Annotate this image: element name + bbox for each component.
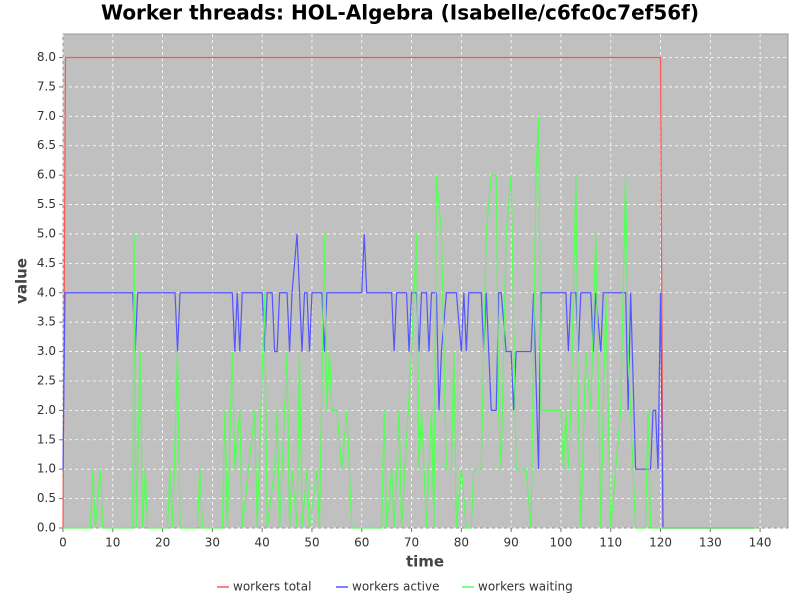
- series-line: [62, 233, 756, 529]
- y-tick-label: 4.0: [37, 285, 56, 299]
- series-line: [63, 116, 756, 529]
- plot-area: [62, 33, 789, 529]
- y-tick-label: 5.5: [37, 197, 56, 211]
- y-tick-label: 6.0: [37, 168, 56, 182]
- y-tick-label: 2.5: [37, 373, 56, 387]
- x-tick-label: 120: [649, 536, 672, 550]
- y-tick-label: 6.5: [37, 138, 56, 152]
- legend-label: workers active: [352, 580, 439, 594]
- x-tick-label: 0: [59, 536, 67, 550]
- x-tick-label: 100: [549, 536, 572, 550]
- y-tick-label: 7.5: [37, 79, 56, 93]
- y-tick-label: 0.0: [37, 521, 56, 535]
- x-tick-label: 40: [255, 536, 270, 550]
- chart-title: Worker threads: HOL-Algebra (Isabelle/c6…: [101, 1, 699, 25]
- x-tick-label: 30: [205, 536, 220, 550]
- x-tick-label: 110: [599, 536, 622, 550]
- y-tick-label: 8.0: [37, 50, 56, 64]
- y-tick-label: 0.5: [37, 491, 56, 505]
- x-tick-label: 10: [105, 536, 120, 550]
- x-tick-label: 80: [454, 536, 469, 550]
- y-tick-label: 1.0: [37, 462, 56, 476]
- y-tick-label: 3.5: [37, 315, 56, 329]
- y-tick-label: 7.0: [37, 109, 56, 123]
- x-tick-label: 90: [504, 536, 519, 550]
- x-tick-label: 60: [354, 536, 369, 550]
- y-tick-label: 1.5: [37, 432, 56, 446]
- x-tick-label: 50: [304, 536, 319, 550]
- y-tick-label: 5.0: [37, 226, 56, 240]
- x-tick-label: 70: [404, 536, 419, 550]
- x-tick-label: 20: [155, 536, 170, 550]
- y-tick-label: 3.0: [37, 344, 56, 358]
- y-tick-label: 2.0: [37, 403, 56, 417]
- y-tick-label: 4.5: [37, 256, 56, 270]
- x-axis-label: time: [406, 553, 444, 571]
- legend-label: workers total: [233, 580, 311, 594]
- x-tick-label: 140: [749, 536, 772, 550]
- y-axis-label: value: [13, 258, 31, 304]
- x-tick-label: 130: [699, 536, 722, 550]
- legend-label: workers waiting: [478, 580, 573, 594]
